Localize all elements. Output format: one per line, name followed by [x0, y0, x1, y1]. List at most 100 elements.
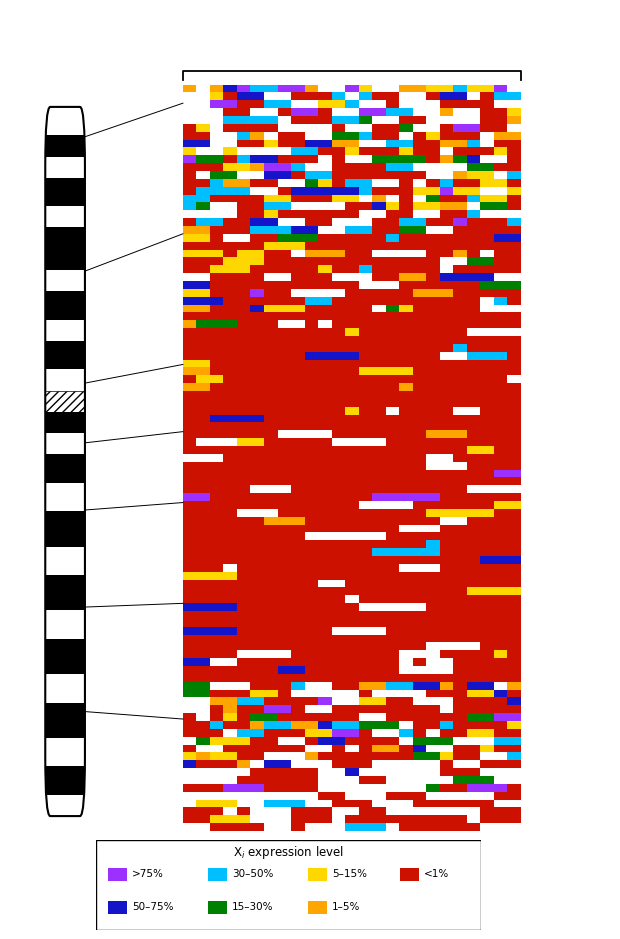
- Bar: [210, 423, 223, 430]
- Bar: [223, 376, 237, 383]
- Bar: [237, 603, 250, 611]
- Bar: [237, 360, 250, 367]
- Bar: [304, 344, 318, 352]
- Bar: [358, 399, 372, 407]
- Bar: [358, 147, 372, 155]
- Bar: [494, 477, 507, 485]
- Bar: [210, 721, 223, 729]
- Bar: [223, 92, 237, 100]
- Bar: [223, 493, 237, 501]
- Bar: [45, 412, 85, 433]
- Bar: [386, 289, 399, 297]
- Bar: [345, 241, 358, 250]
- Bar: [453, 501, 467, 509]
- Bar: [413, 815, 426, 824]
- Bar: [332, 250, 345, 257]
- Bar: [250, 540, 264, 548]
- Bar: [210, 218, 223, 226]
- Bar: [345, 178, 358, 187]
- Bar: [318, 194, 332, 203]
- Bar: [278, 108, 291, 115]
- Bar: [304, 281, 318, 289]
- Bar: [345, 525, 358, 532]
- Bar: [278, 674, 291, 682]
- Bar: [210, 344, 223, 352]
- Bar: [494, 376, 507, 383]
- Bar: [358, 178, 372, 187]
- Bar: [197, 194, 210, 203]
- Bar: [237, 140, 250, 147]
- Bar: [453, 745, 467, 752]
- Bar: [210, 815, 223, 824]
- Bar: [426, 493, 440, 501]
- Bar: [304, 367, 318, 376]
- Bar: [358, 619, 372, 626]
- Bar: [291, 588, 304, 595]
- Bar: [318, 619, 332, 626]
- Bar: [264, 588, 278, 595]
- Bar: [480, 651, 494, 658]
- Bar: [467, 439, 480, 446]
- Bar: [197, 423, 210, 430]
- Bar: [210, 556, 223, 563]
- Bar: [372, 737, 386, 745]
- Bar: [210, 226, 223, 234]
- Bar: [278, 540, 291, 548]
- Bar: [386, 210, 399, 218]
- Bar: [467, 281, 480, 289]
- Bar: [494, 635, 507, 642]
- Bar: [413, 611, 426, 619]
- Bar: [440, 737, 453, 745]
- Bar: [480, 595, 494, 603]
- Bar: [507, 815, 521, 824]
- Bar: [358, 234, 372, 241]
- Bar: [440, 713, 453, 721]
- Bar: [291, 226, 304, 234]
- Bar: [467, 626, 480, 635]
- Bar: [345, 203, 358, 210]
- Bar: [507, 155, 521, 163]
- Bar: [440, 635, 453, 642]
- Bar: [480, 391, 494, 399]
- Bar: [183, 218, 197, 226]
- Bar: [467, 729, 480, 737]
- Bar: [372, 635, 386, 642]
- Bar: [250, 752, 264, 761]
- Bar: [494, 588, 507, 595]
- Bar: [413, 501, 426, 509]
- Bar: [210, 752, 223, 761]
- Bar: [467, 556, 480, 563]
- Bar: [507, 548, 521, 556]
- Bar: [453, 588, 467, 595]
- Text: X$_i$ expression level: X$_i$ expression level: [232, 844, 344, 861]
- Bar: [413, 147, 426, 155]
- Bar: [223, 344, 237, 352]
- Bar: [250, 163, 264, 171]
- Bar: [440, 595, 453, 603]
- Bar: [453, 800, 467, 808]
- Bar: [453, 776, 467, 784]
- Bar: [291, 391, 304, 399]
- Bar: [278, 611, 291, 619]
- Bar: [183, 257, 197, 265]
- Bar: [318, 407, 332, 414]
- Bar: [426, 501, 440, 509]
- Bar: [399, 556, 413, 563]
- Bar: [372, 666, 386, 674]
- Bar: [399, 194, 413, 203]
- Bar: [264, 626, 278, 635]
- Bar: [507, 234, 521, 241]
- Bar: [304, 320, 318, 328]
- Bar: [332, 399, 345, 407]
- Bar: [507, 689, 521, 698]
- Bar: [480, 234, 494, 241]
- Bar: [278, 563, 291, 572]
- Bar: [250, 698, 264, 705]
- Bar: [210, 313, 223, 320]
- Bar: [413, 705, 426, 713]
- Bar: [358, 572, 372, 579]
- Bar: [237, 784, 250, 792]
- Bar: [399, 85, 413, 92]
- Bar: [494, 367, 507, 376]
- Bar: [386, 462, 399, 470]
